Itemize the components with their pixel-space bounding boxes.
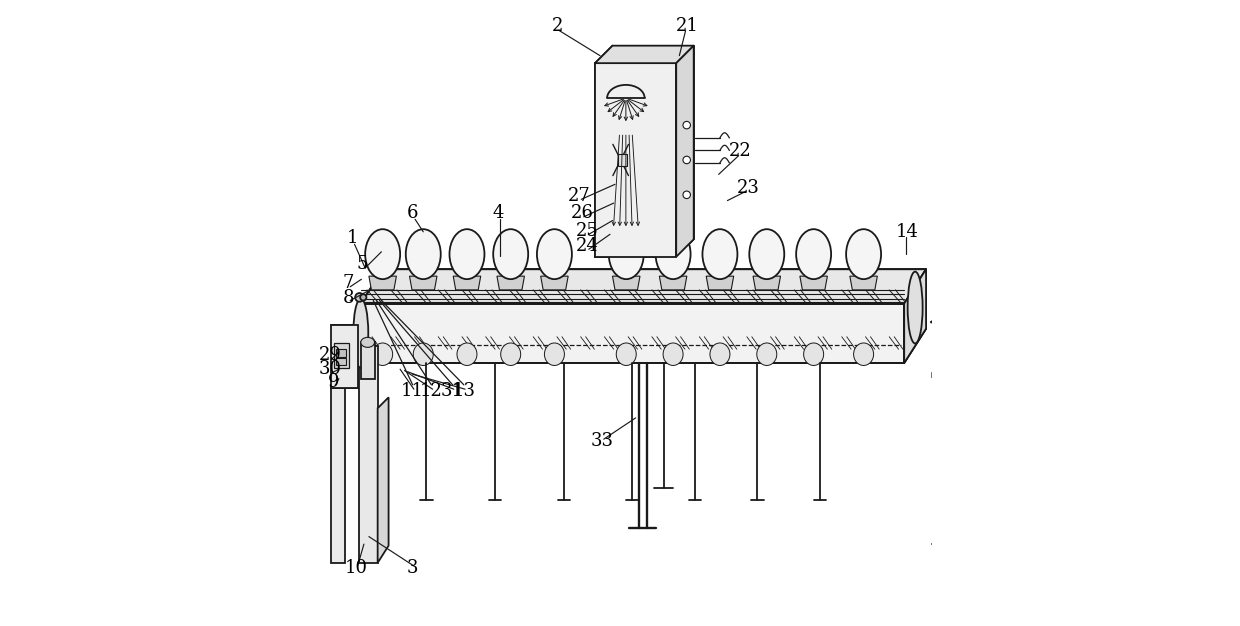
Polygon shape (800, 276, 827, 290)
Polygon shape (660, 276, 687, 290)
Polygon shape (707, 276, 734, 290)
Ellipse shape (537, 229, 572, 279)
Polygon shape (378, 398, 388, 563)
Ellipse shape (711, 343, 730, 366)
Text: 25: 25 (577, 222, 599, 240)
Ellipse shape (501, 343, 521, 366)
Ellipse shape (616, 343, 636, 366)
Ellipse shape (749, 229, 784, 279)
Ellipse shape (796, 229, 831, 279)
Polygon shape (497, 276, 525, 290)
Polygon shape (931, 311, 978, 322)
Bar (361, 342, 374, 379)
Bar (618, 154, 626, 167)
Ellipse shape (853, 343, 874, 366)
Text: 2: 2 (552, 17, 563, 34)
Ellipse shape (683, 121, 691, 129)
Text: 1: 1 (347, 229, 358, 247)
Polygon shape (361, 269, 926, 304)
Polygon shape (676, 46, 693, 257)
Ellipse shape (804, 343, 823, 366)
Ellipse shape (355, 293, 363, 302)
Ellipse shape (353, 299, 368, 368)
Text: 27: 27 (568, 187, 590, 205)
Ellipse shape (846, 229, 882, 279)
Polygon shape (370, 276, 397, 290)
Bar (358, 346, 378, 563)
Text: 29: 29 (319, 346, 341, 364)
Bar (336, 358, 346, 366)
Text: 10: 10 (345, 559, 368, 577)
Text: 33: 33 (591, 432, 614, 450)
Text: 12: 12 (420, 382, 443, 400)
Polygon shape (753, 276, 780, 290)
Bar (334, 343, 348, 368)
Text: 30: 30 (319, 360, 342, 378)
Polygon shape (409, 276, 436, 290)
Bar (331, 388, 345, 563)
Polygon shape (932, 372, 977, 403)
Text: 11: 11 (401, 382, 424, 400)
Ellipse shape (413, 343, 433, 366)
Text: 7: 7 (342, 274, 353, 292)
Text: 5: 5 (357, 255, 368, 274)
Text: 8: 8 (342, 289, 355, 307)
Text: 14: 14 (895, 223, 919, 241)
Ellipse shape (458, 343, 477, 366)
Ellipse shape (683, 191, 691, 198)
Polygon shape (361, 304, 904, 363)
Polygon shape (849, 276, 878, 290)
Text: 22: 22 (729, 141, 751, 160)
Ellipse shape (405, 229, 440, 279)
Bar (336, 349, 346, 357)
Ellipse shape (908, 272, 923, 344)
Ellipse shape (656, 229, 691, 279)
Ellipse shape (683, 156, 691, 164)
Text: 13: 13 (453, 382, 475, 400)
Ellipse shape (663, 343, 683, 366)
Text: 6: 6 (407, 204, 418, 222)
Polygon shape (904, 269, 926, 363)
Ellipse shape (361, 337, 374, 347)
Ellipse shape (373, 343, 393, 366)
Ellipse shape (702, 229, 738, 279)
Polygon shape (541, 276, 568, 290)
Text: 3: 3 (407, 559, 418, 577)
Polygon shape (613, 276, 640, 290)
Text: 31: 31 (441, 382, 464, 400)
Ellipse shape (756, 343, 776, 366)
Polygon shape (454, 276, 481, 290)
Ellipse shape (609, 229, 644, 279)
Polygon shape (904, 269, 926, 363)
Text: 21: 21 (676, 17, 699, 34)
Ellipse shape (365, 229, 401, 279)
Ellipse shape (544, 343, 564, 366)
Text: 23: 23 (737, 179, 759, 197)
Bar (595, 63, 676, 257)
Ellipse shape (494, 229, 528, 279)
Text: 26: 26 (572, 204, 594, 222)
Text: 4: 4 (492, 204, 503, 222)
Text: 9: 9 (329, 372, 340, 391)
Text: 24: 24 (577, 237, 599, 255)
Ellipse shape (360, 294, 366, 300)
Polygon shape (595, 46, 693, 63)
Bar (331, 326, 357, 388)
Ellipse shape (449, 229, 485, 279)
